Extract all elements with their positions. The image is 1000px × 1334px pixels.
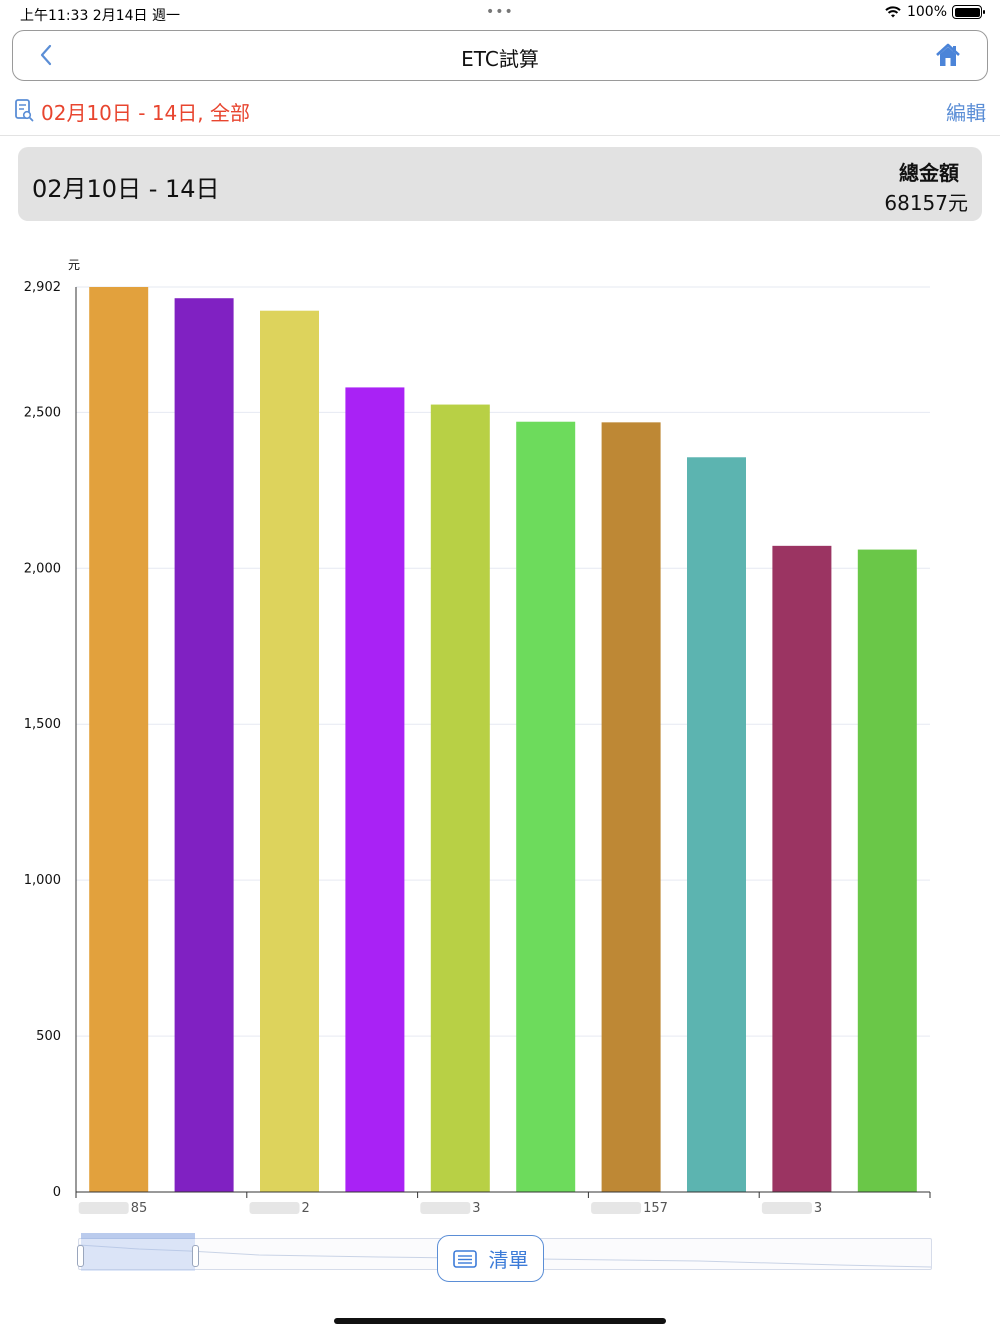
y-axis-unit: 元 xyxy=(68,258,81,272)
bar[interactable] xyxy=(687,457,746,1192)
bar[interactable] xyxy=(345,387,405,1192)
x-tick-label: 3 xyxy=(472,1201,480,1216)
zoom-handle-right[interactable] xyxy=(192,1245,199,1267)
bar[interactable] xyxy=(430,404,490,1192)
y-tick-label: 500 xyxy=(36,1029,61,1044)
status-right: 100% xyxy=(884,4,985,20)
y-tick-label: 1,500 xyxy=(24,717,61,732)
y-tick-label: 1,000 xyxy=(24,873,61,888)
status-bar: 上午11:33 2月14日 週一 ••• 100% xyxy=(0,0,1000,28)
list-button[interactable]: 清單 xyxy=(437,1235,544,1282)
summary-date-range: 02月10日 - 14日 xyxy=(32,175,220,203)
bar[interactable] xyxy=(857,549,917,1192)
y-tick-label: 2,500 xyxy=(24,405,61,420)
navigation-bar: ETC試算 xyxy=(12,30,988,81)
x-tick-label: 3 xyxy=(814,1201,822,1216)
zoom-preview-line xyxy=(79,1244,931,1268)
bar[interactable] xyxy=(174,298,234,1192)
y-tick-label: 2,902 xyxy=(24,280,61,295)
y-tick-label: 0 xyxy=(53,1185,61,1200)
blurred-plate-mask xyxy=(761,1202,812,1214)
total-amount-label: 總金額 xyxy=(899,161,959,185)
zoom-handle-left[interactable] xyxy=(77,1245,84,1267)
edit-button[interactable]: 編輯 xyxy=(946,101,986,125)
summary-card: 02月10日 - 14日 總金額 68157元 xyxy=(18,147,982,221)
chart-canvas: 0 500 1,000 1,500 2,000 2,500 2,902 85 2 3 157 3 xyxy=(24,280,931,1216)
zoom-window[interactable] xyxy=(77,1233,199,1271)
page-title: ETC試算 xyxy=(461,47,539,71)
bar[interactable] xyxy=(260,310,319,1192)
x-tick-label: 2 xyxy=(302,1201,310,1216)
bar[interactable] xyxy=(601,422,661,1192)
blurred-plate-mask xyxy=(78,1202,129,1214)
filter-summary[interactable]: 02月10日 - 14日, 全部 xyxy=(41,101,250,125)
home-indicator[interactable] xyxy=(334,1318,666,1324)
battery-percent: 100% xyxy=(906,4,947,20)
x-tick-label: 85 xyxy=(131,1201,148,1216)
chevron-left-icon[interactable] xyxy=(35,41,59,69)
status-time: 上午11:33 2月14日 週一 xyxy=(20,8,180,24)
bar[interactable] xyxy=(89,287,149,1192)
y-tick-label: 2,000 xyxy=(24,561,61,576)
blurred-plate-mask xyxy=(420,1202,471,1214)
x-tick-label: 157 xyxy=(643,1201,668,1216)
list-icon xyxy=(452,1249,477,1268)
blurred-plate-mask xyxy=(249,1202,300,1214)
bar[interactable] xyxy=(516,421,576,1192)
bar[interactable] xyxy=(772,545,832,1192)
home-icon[interactable] xyxy=(935,42,961,68)
list-button-label: 清單 xyxy=(488,1248,529,1272)
search-document-icon[interactable] xyxy=(14,98,34,122)
battery-icon xyxy=(952,5,985,19)
multitasking-dots[interactable]: ••• xyxy=(486,4,514,20)
blurred-plate-mask xyxy=(591,1202,642,1214)
filter-row: 02月10日 - 14日, 全部 編輯 xyxy=(0,92,1000,136)
wifi-icon xyxy=(885,6,901,18)
total-amount-value: 68157元 xyxy=(884,191,968,215)
bar-chart: 元 0 500 1,000 1,500 2,000 2,500 2,902 85 2 3 157 3 xyxy=(0,240,1000,1240)
